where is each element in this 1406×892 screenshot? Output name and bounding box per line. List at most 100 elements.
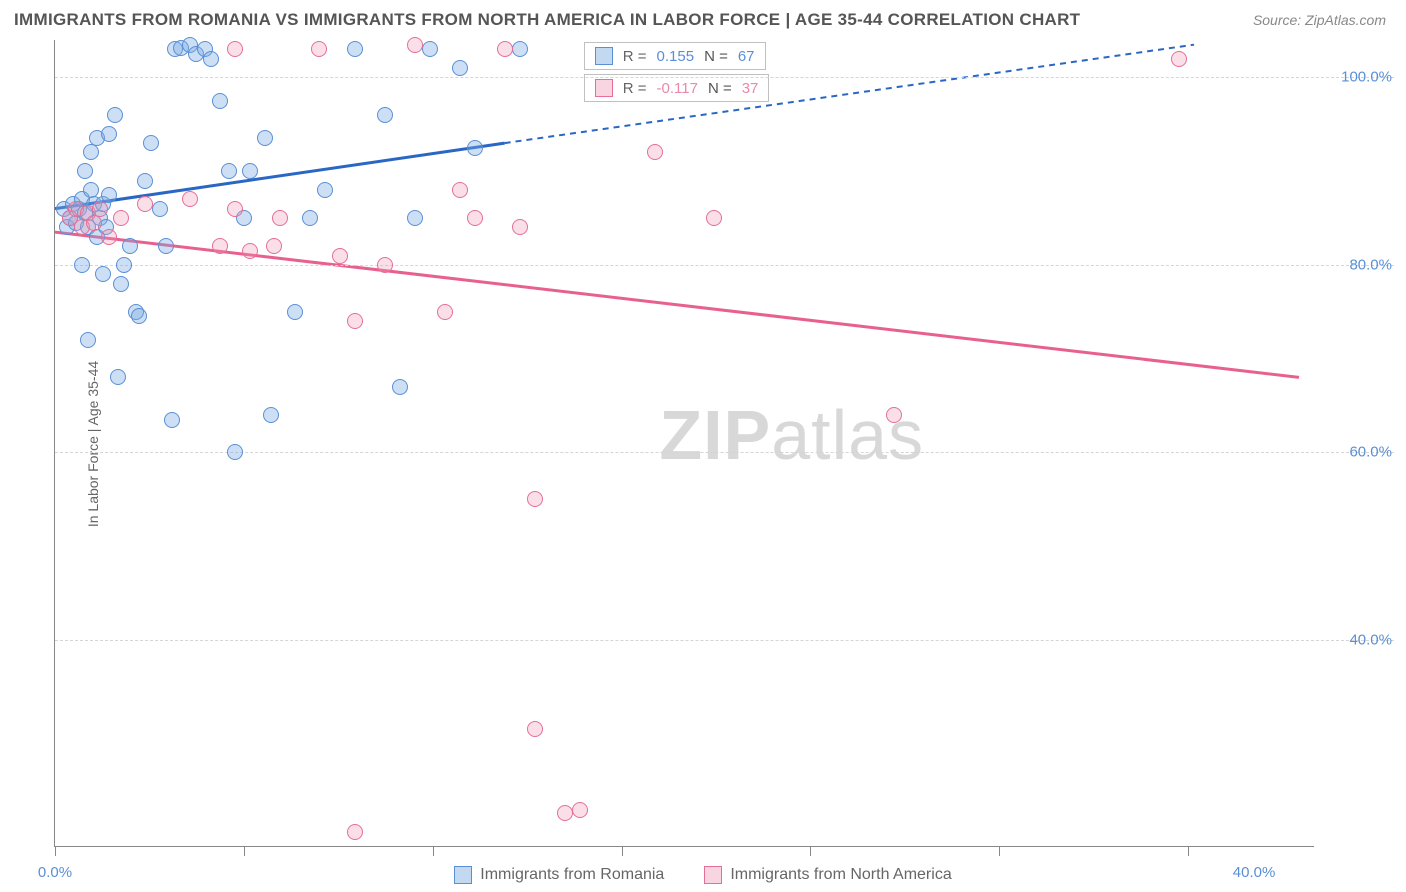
x-tick bbox=[244, 846, 245, 856]
data-point bbox=[143, 135, 159, 151]
data-point bbox=[110, 369, 126, 385]
data-point bbox=[227, 41, 243, 57]
x-tick bbox=[810, 846, 811, 856]
data-point bbox=[512, 219, 528, 235]
data-point bbox=[101, 126, 117, 142]
data-point bbox=[80, 332, 96, 348]
data-point bbox=[557, 805, 573, 821]
x-tick bbox=[433, 846, 434, 856]
data-point bbox=[272, 210, 288, 226]
data-point bbox=[227, 201, 243, 217]
gridline bbox=[55, 640, 1394, 641]
swatch-pink-icon bbox=[704, 866, 722, 884]
data-point bbox=[332, 248, 348, 264]
data-point bbox=[437, 304, 453, 320]
plot-wrapper: In Labor Force | Age 35-44 ZIPatlas R = … bbox=[14, 40, 1394, 847]
data-point bbox=[107, 107, 123, 123]
trend-lines bbox=[55, 40, 1314, 846]
y-tick-label: 80.0% bbox=[1322, 256, 1392, 273]
data-point bbox=[311, 41, 327, 57]
data-point bbox=[113, 276, 129, 292]
source-label: Source: ZipAtlas.com bbox=[1253, 12, 1386, 28]
data-point bbox=[302, 210, 318, 226]
data-point bbox=[158, 238, 174, 254]
data-point bbox=[407, 210, 423, 226]
data-point bbox=[706, 210, 722, 226]
data-point bbox=[347, 824, 363, 840]
x-tick bbox=[622, 846, 623, 856]
plot-area: ZIPatlas R = 0.155 N = 67 R = -0.117 N =… bbox=[54, 40, 1314, 847]
data-point bbox=[527, 721, 543, 737]
n-label: N = bbox=[704, 48, 728, 65]
data-point bbox=[512, 41, 528, 57]
n-value-blue: 67 bbox=[738, 48, 755, 65]
data-point bbox=[257, 130, 273, 146]
data-point bbox=[122, 238, 138, 254]
data-point bbox=[347, 313, 363, 329]
legend-item-romania: Immigrants from Romania bbox=[454, 866, 664, 884]
data-point bbox=[422, 41, 438, 57]
swatch-blue-icon bbox=[595, 47, 613, 65]
data-point bbox=[886, 407, 902, 423]
data-point bbox=[221, 163, 237, 179]
data-point bbox=[152, 201, 168, 217]
n-label: N = bbox=[708, 80, 732, 97]
data-point bbox=[377, 107, 393, 123]
data-point bbox=[113, 210, 129, 226]
data-point bbox=[467, 140, 483, 156]
r-value-pink: -0.117 bbox=[657, 80, 698, 97]
data-point bbox=[266, 238, 282, 254]
data-point bbox=[452, 182, 468, 198]
data-point bbox=[407, 37, 423, 53]
data-point bbox=[527, 491, 543, 507]
data-point bbox=[77, 163, 93, 179]
data-point bbox=[572, 802, 588, 818]
data-point bbox=[287, 304, 303, 320]
data-point bbox=[1171, 51, 1187, 67]
data-point bbox=[203, 51, 219, 67]
y-tick-label: 40.0% bbox=[1322, 631, 1392, 648]
data-point bbox=[74, 257, 90, 273]
data-point bbox=[86, 215, 102, 231]
data-point bbox=[212, 93, 228, 109]
data-point bbox=[101, 187, 117, 203]
data-point bbox=[392, 379, 408, 395]
legend-label: Immigrants from North America bbox=[730, 866, 951, 884]
data-point bbox=[263, 407, 279, 423]
data-point bbox=[95, 266, 111, 282]
watermark: ZIPatlas bbox=[659, 395, 924, 475]
data-point bbox=[242, 163, 258, 179]
n-value-pink: 37 bbox=[742, 80, 759, 97]
chart-title: IMMIGRANTS FROM ROMANIA VS IMMIGRANTS FR… bbox=[14, 10, 1080, 30]
data-point bbox=[347, 41, 363, 57]
data-point bbox=[137, 173, 153, 189]
swatch-pink-icon bbox=[595, 79, 613, 97]
r-label: R = bbox=[623, 48, 647, 65]
legend-item-north-america: Immigrants from North America bbox=[704, 866, 951, 884]
x-tick bbox=[55, 846, 56, 856]
data-point bbox=[647, 144, 663, 160]
data-point bbox=[227, 444, 243, 460]
swatch-blue-icon bbox=[454, 866, 472, 884]
y-tick-label: 60.0% bbox=[1322, 444, 1392, 461]
x-tick bbox=[999, 846, 1000, 856]
y-tick-label: 100.0% bbox=[1322, 69, 1392, 86]
gridline bbox=[55, 452, 1394, 453]
legend-correlation-blue: R = 0.155 N = 67 bbox=[584, 42, 766, 70]
r-label: R = bbox=[623, 80, 647, 97]
data-point bbox=[452, 60, 468, 76]
data-point bbox=[497, 41, 513, 57]
x-tick bbox=[1188, 846, 1189, 856]
gridline bbox=[55, 265, 1394, 266]
data-point bbox=[116, 257, 132, 273]
data-point bbox=[377, 257, 393, 273]
data-point bbox=[83, 144, 99, 160]
data-point bbox=[182, 191, 198, 207]
legend-bottom: Immigrants from Romania Immigrants from … bbox=[0, 866, 1406, 884]
data-point bbox=[317, 182, 333, 198]
data-point bbox=[467, 210, 483, 226]
data-point bbox=[131, 308, 147, 324]
r-value-blue: 0.155 bbox=[657, 48, 695, 65]
data-point bbox=[137, 196, 153, 212]
data-point bbox=[101, 229, 117, 245]
